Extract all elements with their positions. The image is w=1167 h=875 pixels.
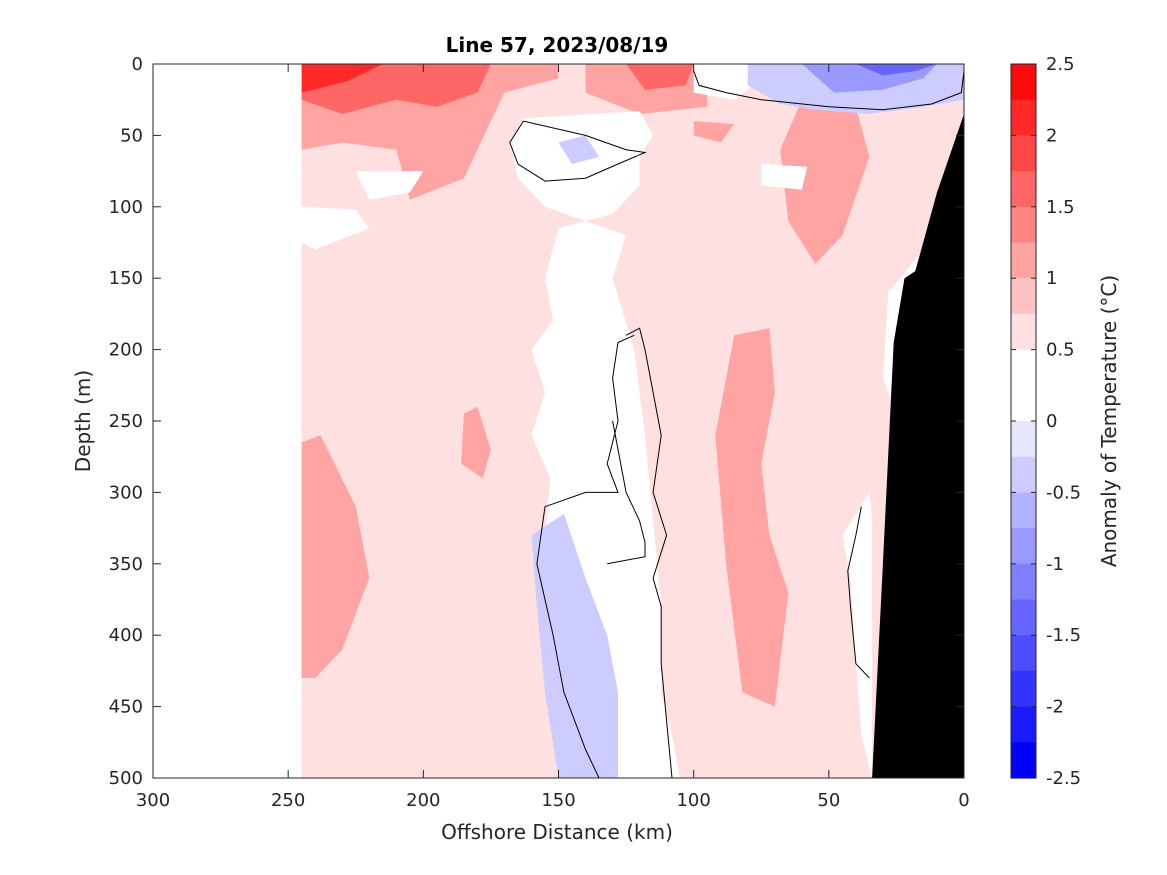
x-tick-label: 100 <box>676 790 710 811</box>
zero-contour-2 <box>625 327 673 778</box>
colorbar-tick-label: 1 <box>1046 268 1057 289</box>
colorbar-swatch <box>1011 421 1036 458</box>
zero-contour-4 <box>607 420 646 565</box>
colorbar-swatch <box>1011 492 1036 529</box>
colorbar-tick-label: 1.5 <box>1046 197 1075 218</box>
anomaly-region-3 <box>780 99 870 264</box>
colorbar-swatches <box>1011 64 1036 779</box>
x-axis-label: Offshore Distance (km) <box>441 820 673 844</box>
x-tick-label: 150 <box>541 790 575 811</box>
colorbar-swatch <box>1011 206 1036 244</box>
zero-contour-3 <box>536 334 635 778</box>
colorbar-label: Anomaly of Temperature (°C) <box>1097 275 1121 567</box>
anomaly-region-7 <box>461 406 491 479</box>
y-tick-label: 100 <box>109 197 143 218</box>
colorbar-swatch <box>1011 242 1036 279</box>
colorbar-swatch <box>1011 635 1036 672</box>
x-tick-label: 0 <box>958 790 969 811</box>
x-tick-label: 200 <box>406 790 440 811</box>
colorbar-swatch <box>1011 64 1036 101</box>
y-tick-label: 0 <box>132 54 143 75</box>
y-tick-label: 450 <box>109 697 143 718</box>
colorbar-swatch <box>1011 670 1036 708</box>
colorbar-swatch <box>1011 349 1036 386</box>
x-tick-label: 250 <box>271 790 305 811</box>
colorbar-ticks: 2.5 2 1.5 1 0.5 0 -0.5 -1 -1.5 -2 -2.5 <box>1011 54 1081 789</box>
y-tick-label: 350 <box>109 554 143 575</box>
y-tick-label: 200 <box>109 340 143 361</box>
y-axis-ticks: 0 50 100 150 200 250 300 350 400 450 500 <box>109 54 964 789</box>
anomaly-region-6 <box>715 328 789 707</box>
anomaly-region-19 <box>531 513 618 778</box>
colorbar-tick-label: 2.5 <box>1046 54 1075 75</box>
y-tick-label: 300 <box>109 482 143 503</box>
colorbar-swatch <box>1011 385 1036 422</box>
zero-contour-5 <box>847 506 870 679</box>
plot-area: 300 250 200 150 100 50 0 050100150200250300350… <box>109 54 970 811</box>
chart-title: Line 57, 2023/08/19 <box>446 33 669 57</box>
y-tick-label: 50 <box>120 125 143 146</box>
seafloor-mask <box>872 114 964 778</box>
y-tick-label: 150 <box>109 268 143 289</box>
anomaly-region-14 <box>301 206 370 250</box>
colorbar-tick-label: -1.5 <box>1046 625 1081 646</box>
colorbar: 2.5 2 1.5 1 0.5 0 -0.5 -1 -1.5 -2 -2.5 <box>1010 54 1081 789</box>
anomaly-region-20 <box>558 135 599 164</box>
colorbar-tick-label: 2 <box>1046 125 1057 146</box>
colorbar-swatch <box>1011 99 1036 136</box>
colorbar-swatch <box>1011 706 1036 743</box>
colorbar-swatch <box>1011 456 1036 493</box>
colorbar-swatch <box>1011 528 1036 565</box>
colorbar-swatch <box>1011 313 1036 351</box>
anomaly-region-4 <box>693 121 735 143</box>
colorbar-swatch <box>1011 563 1036 601</box>
zero-contour-lines <box>509 70 964 778</box>
anomaly-region-22 <box>855 64 937 76</box>
x-tick-label: 50 <box>817 790 840 811</box>
colorbar-swatch <box>1011 135 1036 172</box>
anomaly-region-5 <box>301 435 370 678</box>
colorbar-tick-label: -1 <box>1046 554 1064 575</box>
bathymetry <box>872 114 964 778</box>
colorbar-swatch <box>1011 278 1036 315</box>
anomaly-region-15 <box>761 164 808 190</box>
y-axis-label: Depth (m) <box>71 370 95 472</box>
colorbar-swatch <box>1011 599 1036 636</box>
colorbar-swatch <box>1011 742 1036 779</box>
anomaly-region-13 <box>355 171 424 200</box>
anomaly-region-11 <box>509 111 681 778</box>
anomaly-regions <box>301 64 964 778</box>
y-tick-label: 400 <box>109 625 143 646</box>
colorbar-tick-label: 0.5 <box>1046 340 1075 361</box>
y-tick-label: 250 <box>109 411 143 432</box>
colorbar-tick-label: 0 <box>1046 411 1057 432</box>
anomaly-region-9 <box>626 64 694 90</box>
colorbar-swatch <box>1011 171 1036 208</box>
colorbar-tick-label: -2.5 <box>1046 768 1081 789</box>
anomaly-region-10 <box>301 64 383 93</box>
x-tick-label: 300 <box>136 790 170 811</box>
colorbar-tick-label: -2 <box>1046 697 1064 718</box>
zero-contour-0 <box>693 70 964 111</box>
y-tick-label: 500 <box>109 768 143 789</box>
x-axis-ticks: 300 250 200 150 100 50 0 <box>136 64 970 811</box>
colorbar-tick-label: -0.5 <box>1046 482 1081 503</box>
anomaly-region-12 <box>693 64 754 100</box>
zero-contour-1 <box>509 120 647 182</box>
